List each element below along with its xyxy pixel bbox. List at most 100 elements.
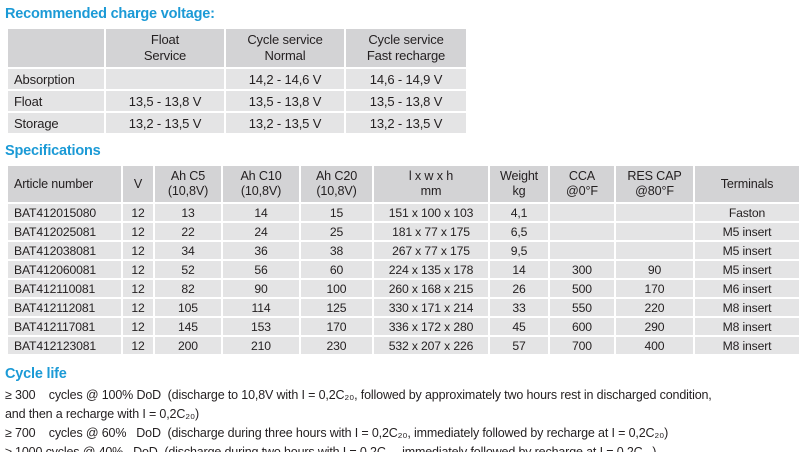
table-cell: Faston [695, 204, 799, 221]
charge-voltage-title: Recommended charge voltage: [5, 6, 215, 22]
table-cell: 13,5 - 13,8 V [346, 91, 466, 111]
article-number-cell: BAT412110081 [8, 280, 121, 297]
table-row: Absorption 14,2 - 14,6 V 14,6 - 14,9 V [8, 69, 466, 89]
table-cell: 170 [616, 280, 693, 297]
table-cell [616, 223, 693, 240]
col-header-ah-c10: Ah C10 (10,8V) [223, 166, 299, 202]
table-row: BAT412025081 12 22 24 25 181 x 77 x 175 … [8, 223, 799, 240]
table-cell: 45 [490, 318, 548, 335]
col-header-float-service: Float Service [106, 29, 224, 67]
table-cell: 170 [301, 318, 372, 335]
table-cell: 600 [550, 318, 614, 335]
table-cell: 57 [490, 337, 548, 354]
table-cell: 400 [616, 337, 693, 354]
table-cell: 230 [301, 337, 372, 354]
table-cell: 13,5 - 13,8 V [226, 91, 344, 111]
col-header-res-cap: RES CAP @80°F [616, 166, 693, 202]
table-cell: 151 x 100 x 103 [374, 204, 488, 221]
table-cell: 12 [123, 242, 153, 259]
col-header-cycle-service-normal: Cycle service Normal [226, 29, 344, 67]
table-cell: 290 [616, 318, 693, 335]
table-cell: M8 insert [695, 299, 799, 316]
article-number-cell: BAT412025081 [8, 223, 121, 240]
table-cell: 13,2 - 13,5 V [106, 113, 224, 133]
table-cell: 90 [223, 280, 299, 297]
table-cell: 52 [155, 261, 221, 278]
row-label: Absorption [8, 69, 104, 89]
article-number-cell: BAT412117081 [8, 318, 121, 335]
table-cell: M6 insert [695, 280, 799, 297]
table-cell [550, 204, 614, 221]
cycle-life-line: ≥ 700 cycles @ 60% DoD (discharge during… [5, 426, 669, 440]
table-cell: 100 [301, 280, 372, 297]
col-header-ah-c20: Ah C20 (10,8V) [301, 166, 372, 202]
table-cell: 34 [155, 242, 221, 259]
table-cell: 25 [301, 223, 372, 240]
table-cell: 260 x 168 x 215 [374, 280, 488, 297]
table-cell: 12 [123, 280, 153, 297]
table-cell: 500 [550, 280, 614, 297]
table-cell: 24 [223, 223, 299, 240]
table-cell: 12 [123, 337, 153, 354]
table-cell: 145 [155, 318, 221, 335]
article-number-cell: BAT412038081 [8, 242, 121, 259]
col-header-blank [8, 29, 104, 67]
table-header-row: Article number V Ah C5 (10,8V) Ah C10 (1… [8, 166, 799, 202]
col-header-weight: Weight kg [490, 166, 548, 202]
table-cell: 12 [123, 318, 153, 335]
article-number-cell: BAT412060081 [8, 261, 121, 278]
specifications-title: Specifications [5, 143, 101, 159]
col-header-dimensions: l x w x h mm [374, 166, 488, 202]
table-cell: 33 [490, 299, 548, 316]
table-row: BAT412117081 12 145 153 170 336 x 172 x … [8, 318, 799, 335]
table-cell: 125 [301, 299, 372, 316]
table-header-row: Float Service Cycle service Normal Cycle… [8, 29, 466, 67]
col-header-cca: CCA @0°F [550, 166, 614, 202]
table-row: Float 13,5 - 13,8 V 13,5 - 13,8 V 13,5 -… [8, 91, 466, 111]
table-cell: 13,5 - 13,8 V [106, 91, 224, 111]
table-row: BAT412123081 12 200 210 230 532 x 207 x … [8, 337, 799, 354]
table-cell: M8 insert [695, 318, 799, 335]
table-cell [550, 223, 614, 240]
table-row: BAT412112081 12 105 114 125 330 x 171 x … [8, 299, 799, 316]
table-cell: 6,5 [490, 223, 548, 240]
table-cell: 14,2 - 14,6 V [226, 69, 344, 89]
col-header-terminals: Terminals [695, 166, 799, 202]
table-cell: 56 [223, 261, 299, 278]
table-cell: 14,6 - 14,9 V [346, 69, 466, 89]
table-cell: M5 insert [695, 223, 799, 240]
table-cell: 13,2 - 13,5 V [226, 113, 344, 133]
table-cell: 224 x 135 x 178 [374, 261, 488, 278]
cycle-life-line: ≥ 300 cycles @ 100% DoD (discharge to 10… [5, 388, 712, 402]
table-cell: 330 x 171 x 214 [374, 299, 488, 316]
table-cell: M5 insert [695, 242, 799, 259]
table-cell: M5 insert [695, 261, 799, 278]
table-row: BAT412038081 12 34 36 38 267 x 77 x 175 … [8, 242, 799, 259]
table-cell: 12 [123, 299, 153, 316]
table-cell: 15 [301, 204, 372, 221]
table-cell: 210 [223, 337, 299, 354]
cycle-life-line: ≥ 1000 cycles @ 40% DoD (discharge durin… [5, 445, 657, 452]
col-header-article-number: Article number [8, 166, 121, 202]
table-cell: 13 [155, 204, 221, 221]
table-cell: M8 insert [695, 337, 799, 354]
table-cell: 14 [223, 204, 299, 221]
table-cell: 60 [301, 261, 372, 278]
table-cell: 200 [155, 337, 221, 354]
col-header-cycle-service-fast-recharge: Cycle service Fast recharge [346, 29, 466, 67]
table-cell: 336 x 172 x 280 [374, 318, 488, 335]
row-label: Float [8, 91, 104, 111]
article-number-cell: BAT412015080 [8, 204, 121, 221]
table-cell: 82 [155, 280, 221, 297]
table-cell: 90 [616, 261, 693, 278]
table-row: Storage 13,2 - 13,5 V 13,2 - 13,5 V 13,2… [8, 113, 466, 133]
table-cell: 38 [301, 242, 372, 259]
charge-voltage-table: Float Service Cycle service Normal Cycle… [6, 27, 468, 135]
article-number-cell: BAT412123081 [8, 337, 121, 354]
table-cell: 181 x 77 x 175 [374, 223, 488, 240]
table-row: BAT412015080 12 13 14 15 151 x 100 x 103… [8, 204, 799, 221]
table-cell: 114 [223, 299, 299, 316]
table-cell: 153 [223, 318, 299, 335]
table-cell: 220 [616, 299, 693, 316]
